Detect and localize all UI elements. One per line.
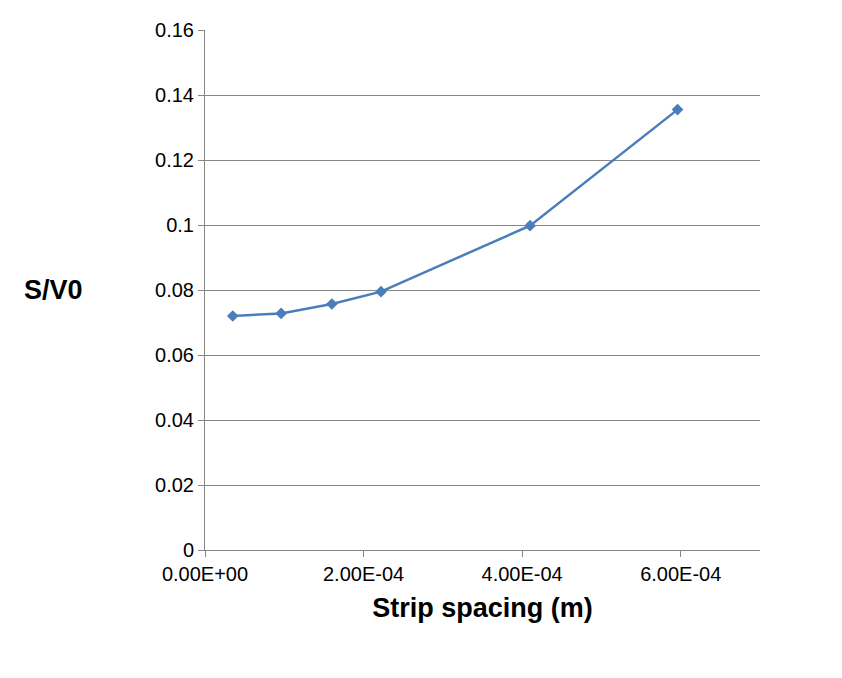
svg-text:Strip spacing (m): Strip spacing (m) [372,593,593,623]
svg-text:0.08: 0.08 [155,279,194,301]
svg-text:2.00E-04: 2.00E-04 [323,563,404,585]
svg-text:0: 0 [183,539,194,561]
svg-text:0.00E+00: 0.00E+00 [162,563,248,585]
svg-text:0.04: 0.04 [155,409,194,431]
svg-text:0.02: 0.02 [155,474,194,496]
svg-text:0.1: 0.1 [166,214,194,236]
svg-text:4.00E-04: 4.00E-04 [482,563,563,585]
svg-text:6.00E-04: 6.00E-04 [640,563,721,585]
svg-text:S/V0: S/V0 [24,275,83,305]
svg-text:0.12: 0.12 [155,149,194,171]
svg-text:0.06: 0.06 [155,344,194,366]
svg-text:0.14: 0.14 [155,84,194,106]
svg-text:0.16: 0.16 [155,19,194,41]
